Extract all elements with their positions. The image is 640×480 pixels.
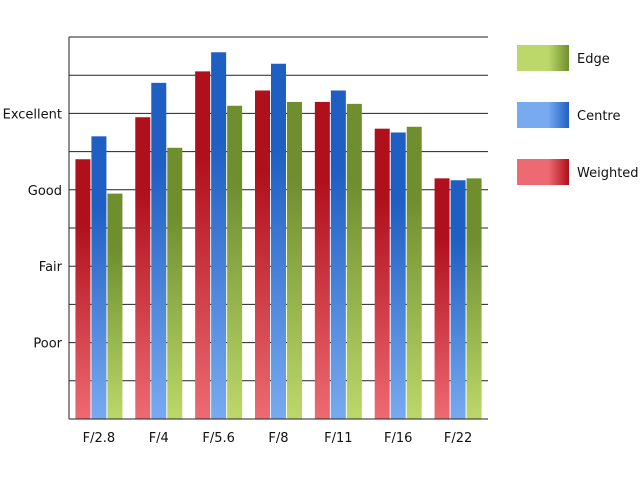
legend: Edge Centre Weighted bbox=[517, 45, 639, 185]
bar-weighted-F/4 bbox=[135, 117, 151, 419]
bar-centre-F/4 bbox=[151, 82, 167, 419]
bar-weighted-F/22 bbox=[434, 178, 450, 419]
legend-label-edge: Edge bbox=[577, 52, 610, 67]
x-tick-label: F/22 bbox=[444, 431, 472, 446]
legend-label-centre: Centre bbox=[577, 109, 620, 124]
bar-weighted-F/11 bbox=[314, 101, 330, 419]
bar-weighted-F/8 bbox=[255, 90, 270, 419]
x-tick-label: F/4 bbox=[149, 431, 169, 446]
y-tick-labels: Poor Fair Good Excellent bbox=[3, 107, 63, 351]
bar-edge-F/22 bbox=[466, 178, 482, 419]
x-tick-label: F/8 bbox=[268, 431, 288, 446]
y-tick-label: Excellent bbox=[3, 107, 62, 122]
bar-centre-F/5.6 bbox=[211, 52, 227, 419]
bars bbox=[75, 52, 482, 420]
bar-centre-F/11 bbox=[330, 90, 346, 419]
x-tick-label: F/11 bbox=[324, 431, 352, 446]
x-tick-label: F/5.6 bbox=[202, 431, 235, 446]
bar-edge-F/4 bbox=[167, 147, 183, 419]
bar-centre-F/16 bbox=[390, 132, 406, 419]
x-tick-labels: F/2.8 F/4 F/5.6 F/8 F/11 F/16 F/22 bbox=[83, 431, 473, 446]
bar-centre-F/22 bbox=[450, 180, 466, 419]
bar-edge-F/11 bbox=[346, 103, 362, 419]
y-tick-label: Good bbox=[28, 184, 62, 199]
y-tick-label: Poor bbox=[33, 337, 62, 352]
bar-weighted-F/2.8 bbox=[75, 159, 91, 420]
axes bbox=[68, 37, 488, 420]
legend-label-weighted: Weighted bbox=[577, 166, 639, 181]
bar-edge-F/16 bbox=[406, 126, 422, 420]
x-tick-label: F/16 bbox=[384, 431, 412, 446]
bar-edge-F/2.8 bbox=[107, 193, 123, 419]
legend-swatch-centre bbox=[517, 102, 569, 128]
bar-centre-F/2.8 bbox=[91, 136, 107, 419]
legend-swatch-edge bbox=[517, 45, 569, 71]
legend-swatch-weighted bbox=[517, 159, 569, 185]
bar-weighted-F/5.6 bbox=[195, 71, 211, 419]
bar-weighted-F/16 bbox=[374, 128, 390, 419]
x-tick-label: F/2.8 bbox=[83, 431, 116, 446]
y-tick-label: Fair bbox=[39, 260, 63, 275]
bar-edge-F/8 bbox=[287, 101, 302, 419]
bar-edge-F/5.6 bbox=[227, 105, 243, 419]
bar-centre-F/8 bbox=[271, 63, 286, 420]
